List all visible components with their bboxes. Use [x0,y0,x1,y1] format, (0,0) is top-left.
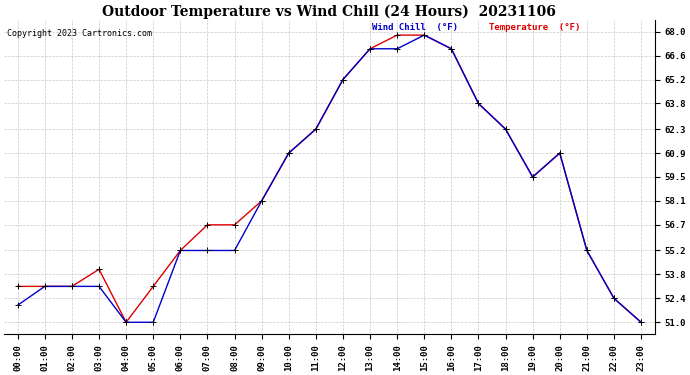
Text: Temperature  (°F): Temperature (°F) [489,23,580,32]
Text: Wind Chill  (°F): Wind Chill (°F) [372,23,457,32]
Text: Copyright 2023 Cartronics.com: Copyright 2023 Cartronics.com [8,29,152,38]
Title: Outdoor Temperature vs Wind Chill (24 Hours)  20231106: Outdoor Temperature vs Wind Chill (24 Ho… [102,4,556,18]
